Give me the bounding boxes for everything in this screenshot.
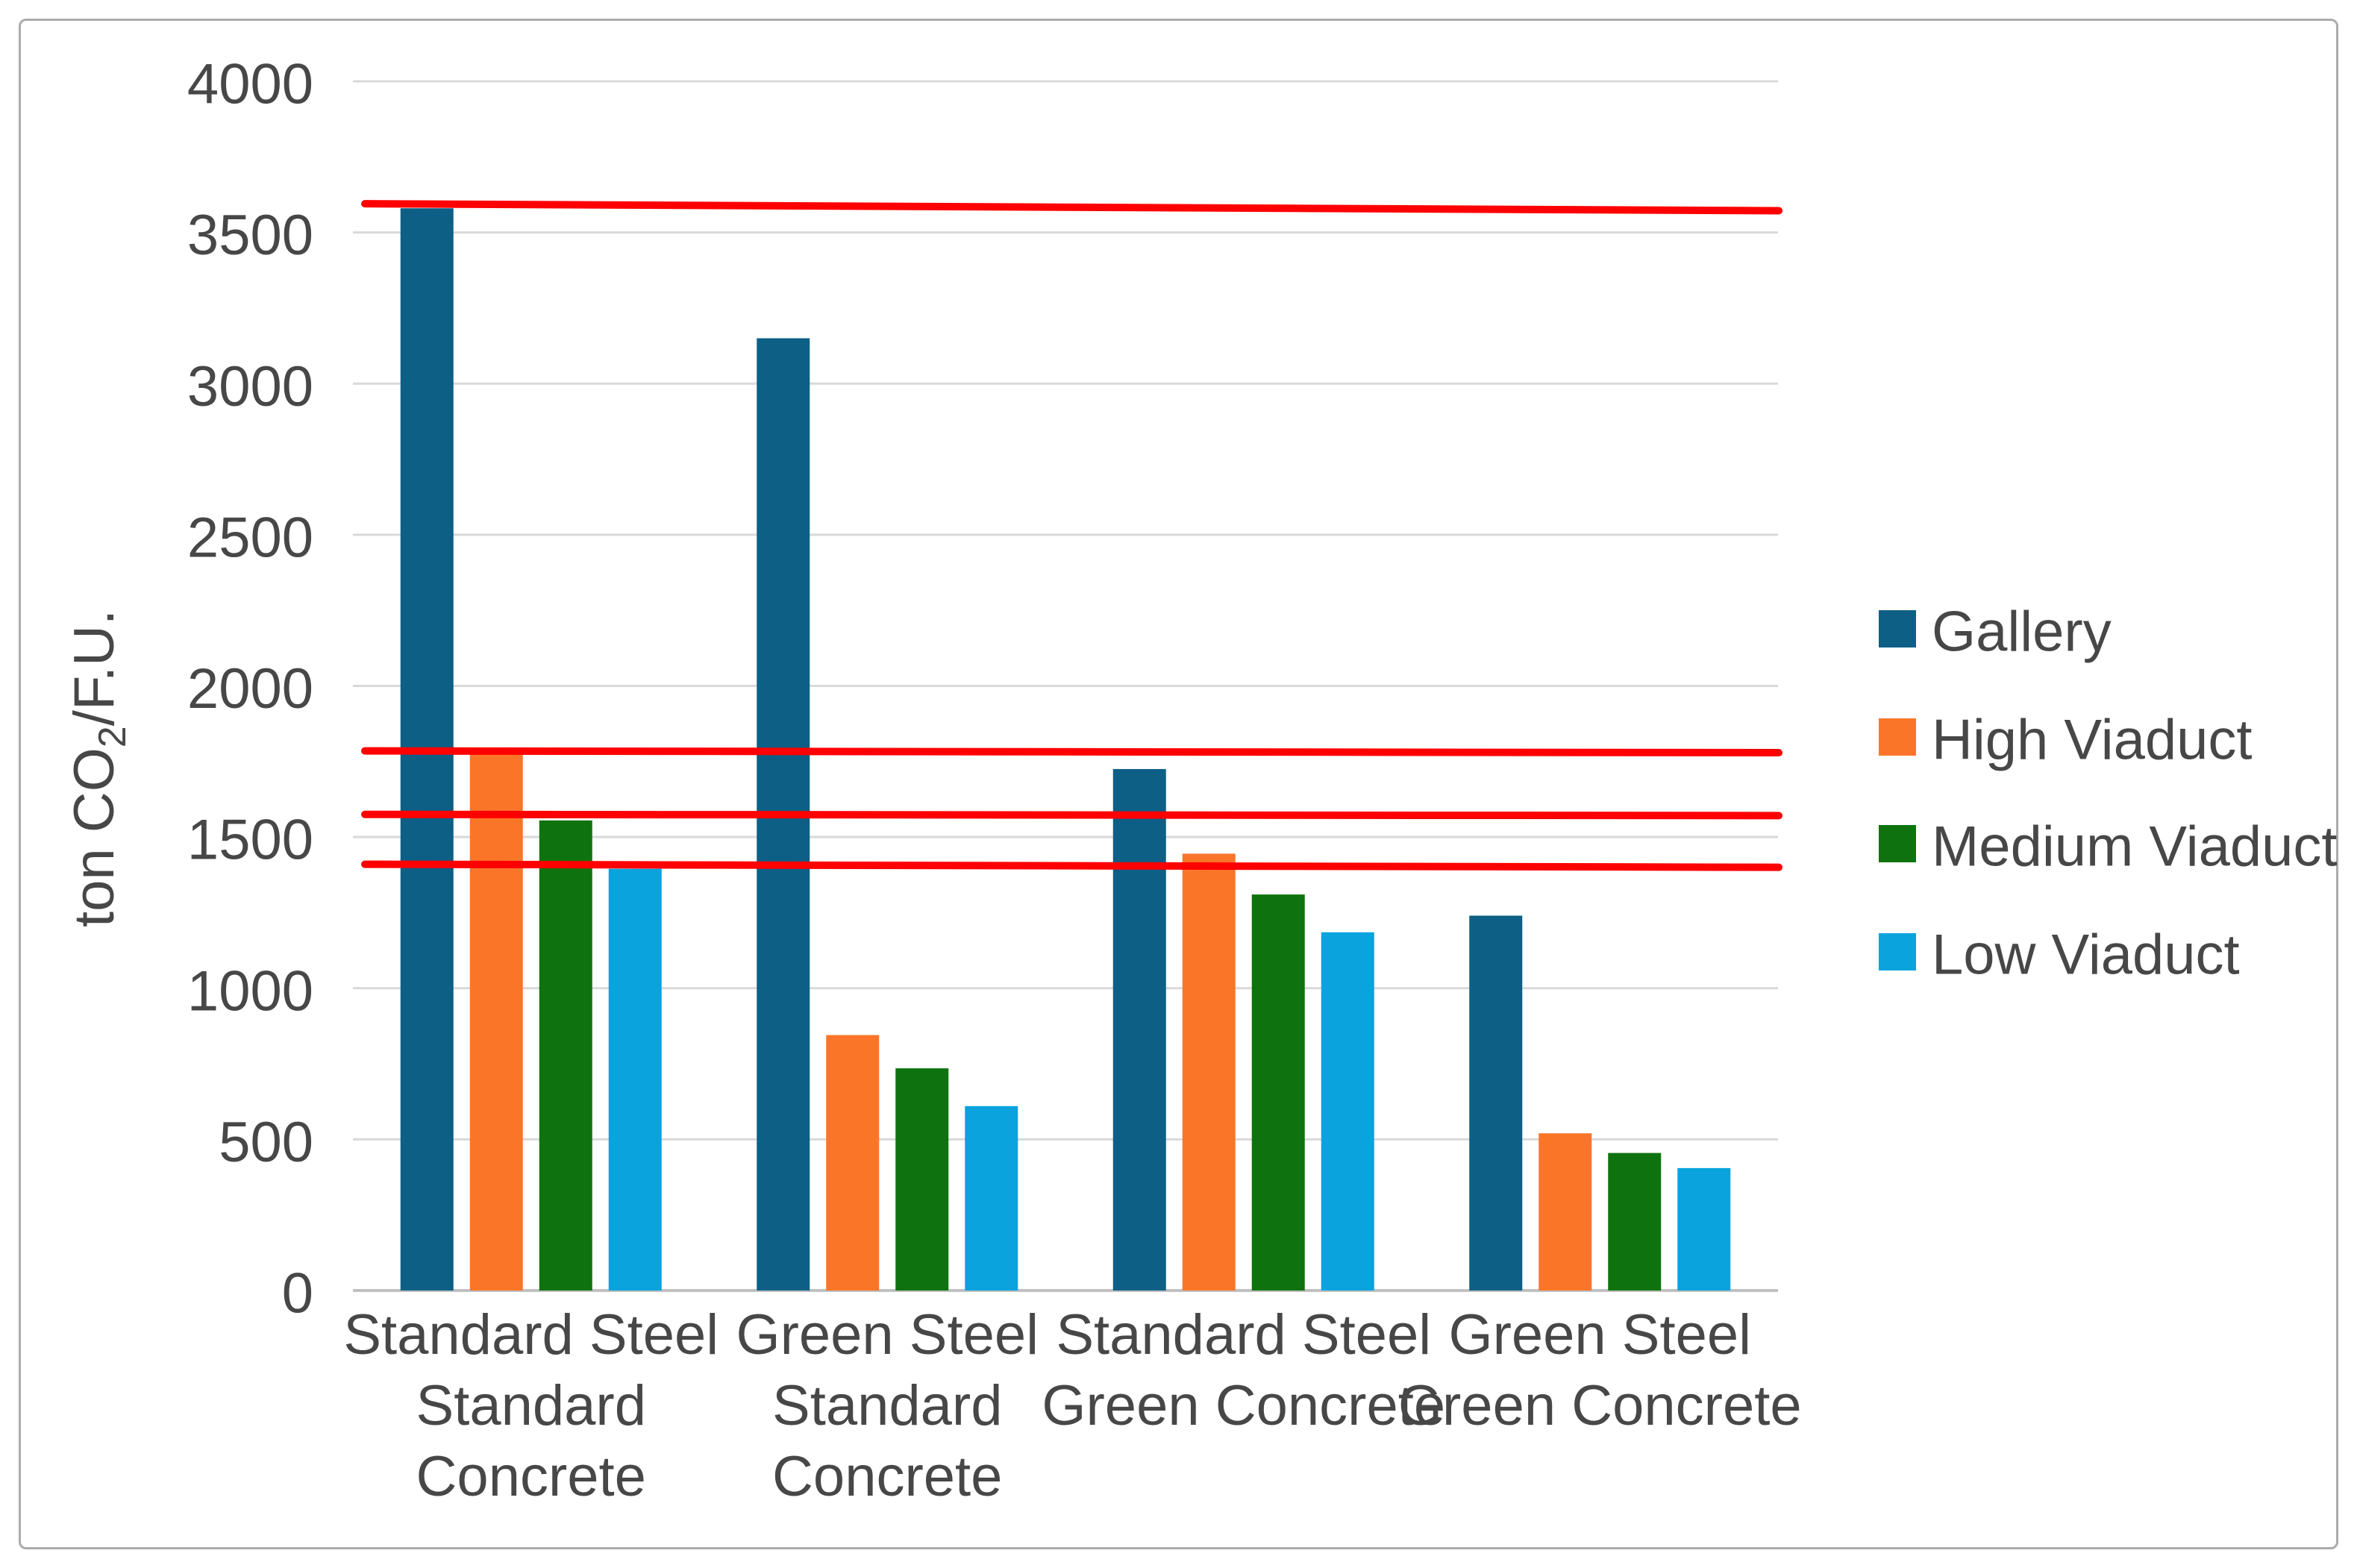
bar-medium-viaduct-group2 (895, 1068, 949, 1291)
category-label-line: Concrete (772, 1445, 1002, 1508)
category-label-line: Concrete (416, 1445, 646, 1508)
bar-gallery-group3 (1112, 768, 1166, 1291)
reference-line-3 (361, 810, 1782, 820)
reference-line-1 (361, 200, 1782, 215)
legend-label-medium-viaduct: Medium Viaduct (1932, 815, 2338, 879)
bar-low-viaduct-group2 (965, 1106, 1018, 1291)
y-axis-title: ton CO2/F.U. (63, 609, 134, 927)
bar-gallery-group4 (1469, 915, 1523, 1291)
category-label-line: Standard Steel (1056, 1303, 1431, 1367)
bar-low-viaduct-group1 (608, 868, 662, 1291)
bar-high-viaduct-group3 (1182, 853, 1236, 1291)
y-tick-label: 1000 (187, 959, 313, 1023)
reference-line-2 (361, 747, 1782, 757)
bar-low-viaduct-group4 (1677, 1167, 1731, 1291)
category-label-line: Green Concrete (1398, 1374, 1802, 1437)
y-tick-label: 3000 (187, 355, 313, 418)
y-tick-label: 3500 (187, 204, 313, 267)
category-label-line: Green Steel (1448, 1303, 1751, 1367)
bar-high-viaduct-group4 (1539, 1133, 1592, 1291)
y-tick-label: 1500 (187, 809, 313, 872)
bar-medium-viaduct-group4 (1608, 1153, 1662, 1291)
y-tick-label: 2500 (187, 506, 313, 569)
y-tick-label: 4000 (187, 53, 313, 116)
y-tick-label: 500 (219, 1111, 313, 1174)
legend-swatch-gallery (1879, 610, 1916, 647)
category-label-line: Green Steel (736, 1303, 1039, 1367)
bar-high-viaduct-group2 (826, 1035, 880, 1291)
bar-low-viaduct-group3 (1321, 932, 1374, 1291)
category-label-line: Standard (416, 1374, 646, 1437)
bar-medium-viaduct-group3 (1251, 894, 1305, 1291)
legend-swatch-high-viaduct (1879, 718, 1916, 756)
legend-label-high-viaduct: High Viaduct (1932, 709, 2253, 772)
y-tick-label: 0 (282, 1262, 313, 1326)
legend-label-gallery: Gallery (1932, 600, 2112, 664)
category-label-line: Standard Steel (343, 1303, 719, 1367)
reference-line-4 (361, 860, 1782, 871)
bar-medium-viaduct-group1 (539, 820, 592, 1291)
bar-high-viaduct-group1 (469, 753, 523, 1291)
y-tick-label: 2000 (187, 657, 313, 721)
legend-label-low-viaduct: Low Viaduct (1932, 923, 2240, 987)
category-label-line: Green Concrete (1042, 1374, 1445, 1437)
category-label-line: Standard (772, 1374, 1002, 1437)
legend-swatch-medium-viaduct (1879, 825, 1916, 862)
legend-swatch-low-viaduct (1879, 933, 1916, 970)
